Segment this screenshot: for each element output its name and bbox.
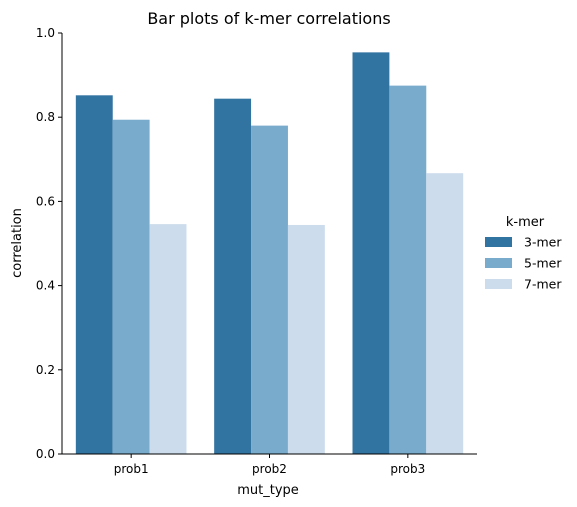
bar-5-mer-prob3 xyxy=(389,85,427,454)
y-tick-label: 0.0 xyxy=(36,447,55,461)
bar-3-mer-prob1 xyxy=(75,95,113,455)
y-tick-label: 0.8 xyxy=(36,110,55,124)
bar-3-mer-prob3 xyxy=(352,52,390,455)
y-tick-label: 0.2 xyxy=(36,363,55,377)
legend-title: k-mer xyxy=(506,215,545,230)
y-axis-label: correlation xyxy=(10,208,25,278)
chart-title: Bar plots of k-mer correlations xyxy=(147,9,390,28)
x-tick-label: prob2 xyxy=(252,462,287,476)
legend: k-mer 3-mer 5-mer 7-mer xyxy=(485,215,562,292)
legend-swatch-5-mer xyxy=(485,258,512,268)
y-tick-label: 0.4 xyxy=(36,279,55,293)
bars-group xyxy=(75,52,464,455)
bar-5-mer-prob2 xyxy=(251,125,288,455)
x-axis: prob1 prob2 prob3 xyxy=(62,453,477,476)
bar-7-mer-prob3 xyxy=(426,173,464,454)
bar-7-mer-prob2 xyxy=(287,224,325,454)
x-tick-label: prob3 xyxy=(390,462,425,476)
legend-label-7-mer: 7-mer xyxy=(524,277,562,292)
legend-label-3-mer: 3-mer xyxy=(524,235,562,250)
y-tick-label: 1.0 xyxy=(36,26,55,40)
y-tick-label: 0.6 xyxy=(36,194,55,208)
legend-swatch-3-mer xyxy=(485,237,512,247)
bar-5-mer-prob1 xyxy=(112,119,150,454)
bar-7-mer-prob1 xyxy=(149,224,187,454)
x-tick-label: prob1 xyxy=(114,462,149,476)
y-axis: 0.0 0.2 0.4 0.6 0.8 1.0 xyxy=(36,26,63,461)
bar-3-mer-prob2 xyxy=(214,98,252,455)
x-axis-label: mut_type xyxy=(237,483,299,498)
legend-swatch-7-mer xyxy=(485,279,512,289)
legend-label-5-mer: 5-mer xyxy=(524,256,562,271)
